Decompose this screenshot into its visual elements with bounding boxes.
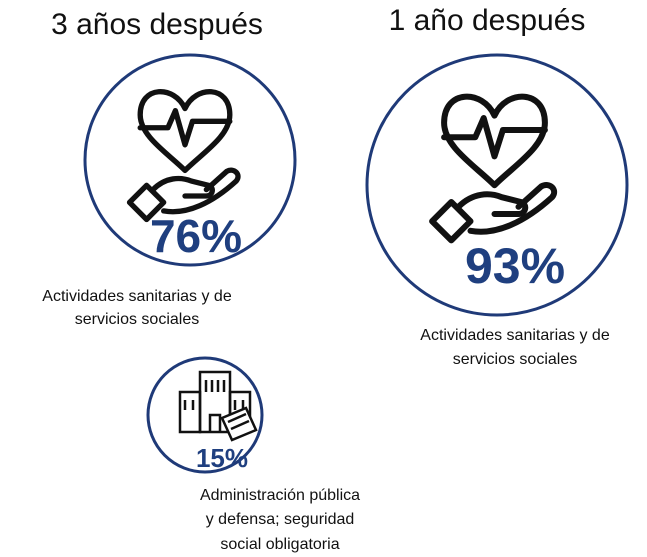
panel-title: 3 años después [51, 8, 263, 41]
percentage: 15% [196, 443, 248, 473]
label: social obligatoria [220, 536, 339, 553]
label: Actividades sanitarias y de [42, 288, 232, 305]
percentage: 76% [150, 210, 242, 262]
label: servicios sociales [453, 351, 577, 368]
circle [146, 356, 264, 474]
percentage: 93% [465, 238, 565, 294]
label: Administración pública [200, 487, 360, 504]
panel-title: 1 año después [389, 4, 586, 37]
building-icon [178, 370, 258, 442]
label: y defensa; seguridad [206, 511, 355, 528]
label: servicios sociales [75, 311, 199, 328]
label: Actividades sanitarias y de [420, 327, 610, 344]
